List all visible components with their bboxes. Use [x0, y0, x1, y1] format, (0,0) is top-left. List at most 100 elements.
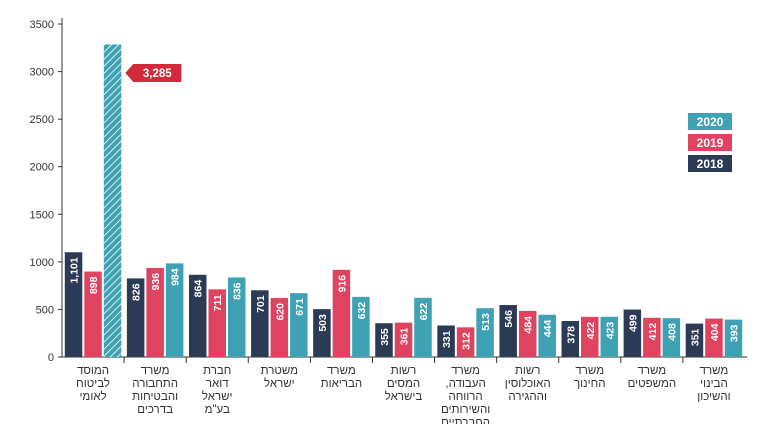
y-tick-label: 2000 [30, 162, 54, 174]
legend: 2020 2019 2018 [688, 113, 732, 172]
bar-2018-5 [375, 323, 393, 357]
bar-value-label: 711 [212, 294, 224, 311]
bar-value-label: 312 [461, 332, 473, 350]
y-tick-label: 1000 [30, 257, 54, 269]
bar-value-label: 864 [193, 280, 205, 298]
bar-2018-1 [126, 278, 145, 357]
category-label: בישראל [385, 390, 423, 403]
bar-value-label: 378 [565, 326, 577, 344]
y-tick-label: 3000 [30, 67, 54, 79]
y-tick-label: 0 [48, 352, 54, 364]
bar-2019-7 [518, 310, 537, 357]
bar-2018-3 [251, 290, 269, 357]
category-label: המוסד [77, 365, 109, 377]
y-tick-label: 2500 [30, 114, 54, 126]
bar-value-label: 513 [480, 313, 492, 331]
legend-swatch-2018 [688, 155, 732, 172]
y-tick-label: 3500 [30, 19, 54, 31]
bar-value-label: 898 [88, 276, 100, 294]
bar-value-label: 620 [274, 303, 286, 321]
bar-2019-6 [456, 327, 475, 357]
bar-2019-9 [643, 317, 661, 357]
bar-value-label: 701 [255, 295, 267, 313]
legend-swatch-2020 [688, 113, 732, 130]
bar-2020-9 [662, 318, 681, 357]
category-label: משרד [451, 365, 480, 377]
legend-swatch-2019 [688, 134, 732, 151]
bar-2020-4 [352, 296, 370, 357]
category-label: בע"מ [205, 404, 230, 416]
bar-value-label: 836 [232, 282, 244, 300]
bar-value-label: 984 [170, 268, 182, 286]
category-label: האוכלוסין [505, 377, 551, 390]
bar-2019-4 [332, 269, 351, 357]
bar-2020-3 [290, 293, 308, 357]
bar-2018-10 [685, 323, 704, 357]
category-label: והשירותים [441, 404, 490, 416]
category-label: התחבורה [132, 378, 178, 390]
y-tick-label: 1500 [30, 209, 54, 221]
bar-2020-0 [103, 44, 122, 357]
category-label: משרד [575, 365, 604, 377]
category-label: והשיכון [697, 391, 730, 403]
bar-value-label: 412 [647, 323, 659, 341]
bar-2020-5 [414, 297, 432, 357]
bar-value-label: 393 [728, 324, 740, 342]
category-label: החברתיים [441, 417, 490, 424]
bar-2020-8 [600, 316, 619, 357]
bar-value-label: 499 [627, 314, 639, 332]
bar-value-label: 632 [356, 302, 368, 320]
category-label: ישראל [202, 390, 233, 403]
bars: 1,101 898 826 936 984 864 711 836 701 620 671 503 91… [64, 44, 743, 357]
bar-value-label: 826 [131, 283, 143, 301]
category-label: ישראל [264, 377, 295, 390]
bar-value-label: 916 [336, 275, 348, 293]
category-label: לאומי [79, 390, 106, 403]
category-label: רשות [391, 365, 416, 377]
callout-marker [125, 64, 182, 82]
category-label: העבודה, [445, 378, 485, 390]
category-label: המסים [387, 378, 420, 390]
bar-value-label: 423 [604, 322, 616, 340]
bar-2020-10 [724, 319, 743, 357]
category-label: המשפטים [628, 378, 677, 390]
callout: 3,285 [125, 64, 182, 82]
bar-value-label: 622 [418, 303, 430, 321]
bar-2018-7 [499, 305, 517, 357]
category-label: דואר [206, 378, 229, 390]
category-label: משרד [700, 365, 729, 377]
bar-value-label: 444 [542, 320, 554, 338]
bar-2019-0 [84, 271, 102, 357]
category-label: רשות [515, 365, 540, 377]
bar-2018-6 [437, 325, 455, 357]
bar-value-label: 351 [689, 328, 701, 346]
bar-2019-5 [394, 322, 413, 357]
category-label: משטרת [261, 365, 298, 377]
bar-value-label: 671 [294, 298, 306, 316]
category-label: בדרכים [137, 404, 173, 416]
bar-value-label: 503 [317, 314, 329, 332]
category-label: לביטוח [76, 377, 110, 390]
category-label: הרווחה [448, 391, 482, 403]
category-label: הבינוי [700, 378, 728, 390]
bar-value-label: 422 [585, 322, 597, 340]
y-tick-label: 500 [36, 304, 54, 316]
category-label: משרד [638, 365, 667, 377]
bar-2018-4 [313, 309, 331, 357]
category-label: הבריאות [321, 378, 362, 390]
bar-value-label: 404 [709, 323, 721, 341]
bar-2019-2 [208, 289, 226, 357]
bar-2020-6 [476, 308, 494, 357]
bar-value-label: 936 [150, 273, 162, 291]
bar-value-label: 355 [379, 328, 391, 346]
category-label: משרד [141, 365, 170, 377]
bar-2019-10 [705, 318, 723, 357]
category-labels: המוסדלביטוחלאומימשרדהתחבורהוהבטיחותבדרכי… [76, 365, 731, 424]
bar-value-label: 484 [523, 316, 535, 334]
bar-2018-0 [64, 252, 83, 357]
legend-entry-2020: 2020 [697, 115, 724, 129]
bar-2020-7 [538, 314, 556, 357]
category-label: וההגירה [508, 391, 547, 403]
bar-value-label: 1,101 [69, 257, 81, 283]
